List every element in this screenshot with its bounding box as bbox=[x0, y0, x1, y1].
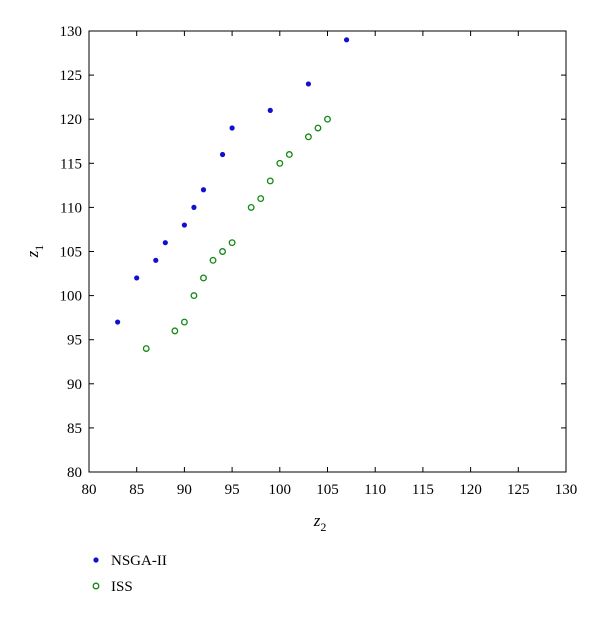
y-tick-label: 90 bbox=[67, 377, 82, 393]
nsga-point bbox=[229, 125, 235, 131]
x-tick-label: 120 bbox=[459, 482, 482, 498]
iss-point bbox=[247, 203, 255, 211]
y-tick-label: 120 bbox=[60, 112, 83, 128]
legend-item-iss: ISS bbox=[92, 579, 133, 595]
iss-point bbox=[228, 239, 236, 247]
iss-point bbox=[219, 248, 227, 255]
iss-point bbox=[324, 115, 331, 123]
x-tick-label: 100 bbox=[269, 482, 292, 498]
y-tick-label: 110 bbox=[60, 200, 82, 216]
nsga-point bbox=[134, 275, 140, 281]
y-tick-label: 80 bbox=[67, 465, 82, 481]
y-tick-label: 95 bbox=[67, 333, 82, 349]
nsga-point bbox=[162, 240, 168, 246]
iss-point bbox=[266, 177, 274, 185]
y-tick-label: 85 bbox=[67, 421, 82, 437]
iss-point bbox=[142, 345, 150, 352]
x-tick-label: 115 bbox=[412, 482, 434, 498]
legend-marker-nsga bbox=[93, 557, 99, 563]
x-tick-label: 85 bbox=[129, 482, 144, 498]
x-tick-label: 80 bbox=[82, 482, 97, 498]
x-axis-ticks: 80 85 90 95 100 105 110 115 120 125 130 bbox=[82, 31, 578, 498]
y-tick-label: 100 bbox=[60, 289, 83, 305]
data-points bbox=[115, 37, 350, 352]
x-tick-label: 110 bbox=[364, 482, 386, 498]
iss-point bbox=[314, 124, 322, 132]
nsga-point bbox=[200, 187, 207, 193]
plot-frame bbox=[88, 30, 567, 473]
iss-point bbox=[180, 318, 188, 326]
legend-item-nsga: NSGA-II bbox=[93, 553, 167, 569]
series-iss bbox=[142, 115, 331, 352]
legend: NSGA-II ISS bbox=[92, 553, 167, 595]
nsga-point bbox=[153, 257, 159, 263]
nsga-point bbox=[267, 107, 273, 113]
iss-point bbox=[304, 133, 312, 141]
x-axis-label: z2 bbox=[313, 511, 327, 534]
legend-label-nsga: NSGA-II bbox=[111, 553, 167, 569]
iss-point bbox=[190, 292, 198, 300]
nsga-point bbox=[181, 222, 187, 228]
iss-point bbox=[171, 327, 179, 335]
nsga-point bbox=[115, 319, 121, 325]
iss-point bbox=[257, 195, 265, 203]
iss-point bbox=[285, 151, 293, 158]
iss-point bbox=[276, 159, 284, 167]
x-tick-label: 90 bbox=[177, 482, 192, 498]
y-tick-label: 115 bbox=[60, 156, 82, 172]
y-tick-label: 130 bbox=[60, 24, 83, 40]
x-tick-label: 125 bbox=[507, 482, 530, 498]
y-axis-ticks: 80 85 90 95 100 105 110 115 120 125 130 bbox=[60, 24, 566, 481]
y-tick-label: 105 bbox=[60, 245, 83, 261]
iss-point bbox=[200, 274, 207, 282]
x-tick-label: 95 bbox=[225, 482, 240, 498]
y-axis-label: z1 bbox=[23, 245, 46, 259]
nsga-point bbox=[305, 81, 312, 87]
series-nsga bbox=[115, 37, 350, 325]
x-tick-label: 105 bbox=[316, 482, 339, 498]
nsga-point bbox=[219, 151, 226, 158]
legend-label-iss: ISS bbox=[111, 579, 133, 595]
iss-point bbox=[209, 256, 217, 264]
x-tick-label: 130 bbox=[555, 482, 578, 498]
nsga-point bbox=[343, 37, 350, 43]
y-tick-label: 125 bbox=[60, 68, 83, 84]
legend-marker-iss bbox=[92, 582, 100, 590]
nsga-point bbox=[191, 204, 197, 210]
